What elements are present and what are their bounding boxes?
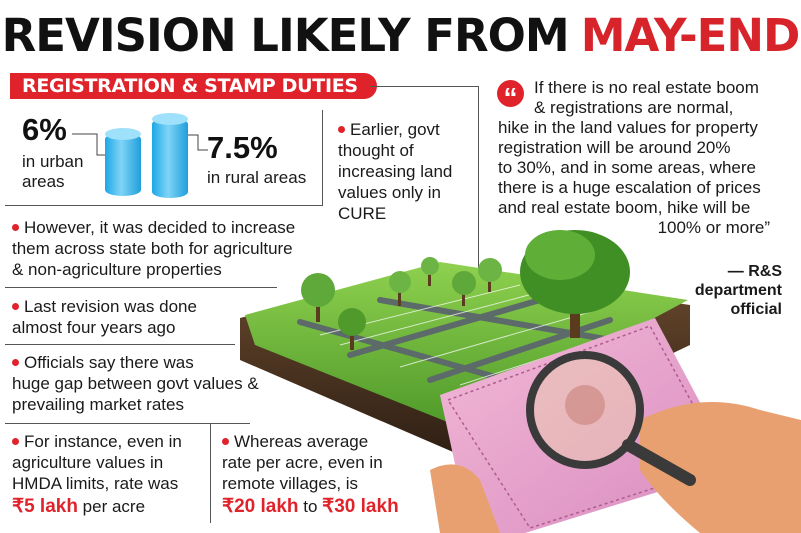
- urban-label-1: in urban: [22, 152, 84, 171]
- however-l1: However, it was decided to increase: [24, 218, 296, 237]
- whereas-l3: remote villages, is: [222, 474, 359, 493]
- earlier-l4: values only in: [338, 183, 442, 202]
- however-l2: them across state both for agriculture: [12, 239, 293, 258]
- quote-text: If there is no real estate boom & regist…: [498, 78, 788, 238]
- attribution-l1: — R&S: [727, 263, 782, 280]
- bullet-dot: [12, 303, 19, 310]
- bullet-dot: [12, 224, 19, 231]
- instance-price: ₹5 lakh: [12, 496, 78, 517]
- last-l1: Last revision was done: [24, 297, 197, 316]
- quote-l5: to 30%, and in some areas, where: [498, 158, 756, 177]
- earlier-l2: thought of: [338, 141, 414, 160]
- quote-l1: If there is no real estate boom: [534, 78, 759, 97]
- rural-cylinder: [152, 113, 188, 198]
- officials-l1: Officials say there was: [24, 353, 194, 372]
- rule-2: [5, 287, 277, 288]
- quote-l3: hike in the land values for property: [498, 118, 758, 137]
- rural-value: 7.5%: [207, 130, 278, 165]
- rule-3: [5, 344, 235, 345]
- quote-l7: and real estate boom, hike will be: [498, 198, 751, 217]
- urban-label-2: areas: [22, 172, 65, 191]
- instance-suffix: per acre: [77, 497, 146, 516]
- whereas-price-1: ₹20 lakh: [222, 496, 299, 517]
- right-vertical-rule: [478, 86, 479, 286]
- attribution-l3: official: [730, 301, 782, 318]
- quote-l2: & registrations are normal,: [534, 98, 734, 117]
- bullet-dot: [338, 126, 345, 133]
- rural-label: in rural areas: [207, 168, 307, 187]
- bullet-dot: [12, 438, 19, 445]
- rule-4: [5, 423, 250, 424]
- rule-1: [5, 205, 323, 206]
- quote-icon: “: [497, 80, 524, 113]
- section-banner: REGISTRATION & STAMP DUTIES: [10, 73, 377, 99]
- earlier-l3: increasing land: [338, 162, 453, 181]
- instance-l1: For instance, even in: [24, 432, 182, 451]
- instance-l3: HMDA limits, rate was: [12, 474, 179, 493]
- whereas-price-2: ₹30 lakh: [322, 496, 399, 517]
- attribution-l2: department: [694, 282, 782, 299]
- headline-red: MAY-END: [580, 8, 801, 62]
- headline: REVISION LIKELY FROM MAY-END: [0, 0, 801, 70]
- whereas-mid: to: [298, 497, 323, 516]
- quote-l8: 100% or more”: [657, 218, 770, 237]
- officials-l3: prevailing market rates: [12, 395, 184, 414]
- earlier-l1: Earlier, govt: [350, 120, 440, 139]
- bullet-dot: [222, 438, 229, 445]
- quote-l4: registration will be around 20%: [498, 138, 731, 157]
- rule-5: [210, 423, 211, 523]
- instance-l2: agriculture values in: [12, 453, 164, 472]
- banner-rule: [370, 86, 478, 87]
- however-l3: & non-agriculture properties: [12, 260, 222, 279]
- mid-vertical-rule: [322, 110, 323, 205]
- earlier-l5: CURE: [338, 204, 387, 223]
- quote-attribution: — R&S department official: [670, 262, 782, 319]
- urban-value: 6%: [22, 112, 67, 147]
- whereas-l1: Whereas average: [234, 432, 369, 451]
- whereas-l2: rate per acre, even in: [222, 453, 383, 472]
- bullet-dot: [12, 359, 19, 366]
- last-l2: almost four years ago: [12, 318, 176, 337]
- officials-l2: huge gap between govt values &: [12, 374, 259, 393]
- headline-black: REVISION LIKELY FROM: [1, 8, 570, 62]
- quote-l6: there is a huge escalation of prices: [498, 178, 761, 197]
- urban-cylinder: [105, 128, 141, 196]
